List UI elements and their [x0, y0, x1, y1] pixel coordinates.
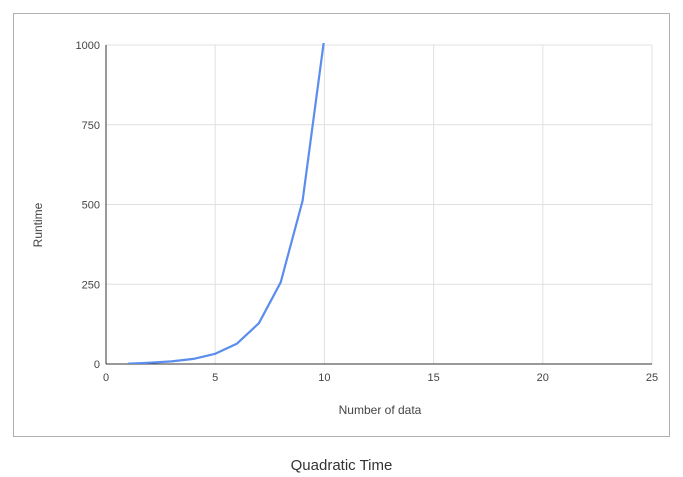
x-tick-label: 5 [212, 372, 218, 384]
y-tick-label: 250 [82, 279, 100, 291]
x-tick-label: 15 [427, 372, 439, 384]
tick-labels: 0 250 500 750 1000 0 5 10 15 20 25 [76, 40, 659, 384]
chart-frame: 0 250 500 750 1000 0 5 10 15 20 25 Number of data … [13, 13, 670, 437]
x-tick-label: 25 [646, 372, 658, 384]
x-tick-label: 10 [318, 372, 330, 384]
y-tick-label: 0 [94, 359, 100, 371]
series-line [127, 43, 325, 364]
y-tick-label: 1000 [76, 40, 100, 52]
x-tick-label: 20 [537, 372, 549, 384]
x-axis-label: Number of data [339, 403, 422, 417]
gridlines [106, 44, 653, 364]
y-tick-label: 500 [82, 200, 100, 212]
series-layer [127, 43, 325, 364]
y-axis-label: Runtime [31, 202, 45, 247]
x-tick-label: 0 [103, 372, 109, 384]
chart-caption: Quadratic Time [290, 457, 393, 474]
y-tick-label: 750 [82, 120, 100, 132]
axes [105, 45, 652, 365]
